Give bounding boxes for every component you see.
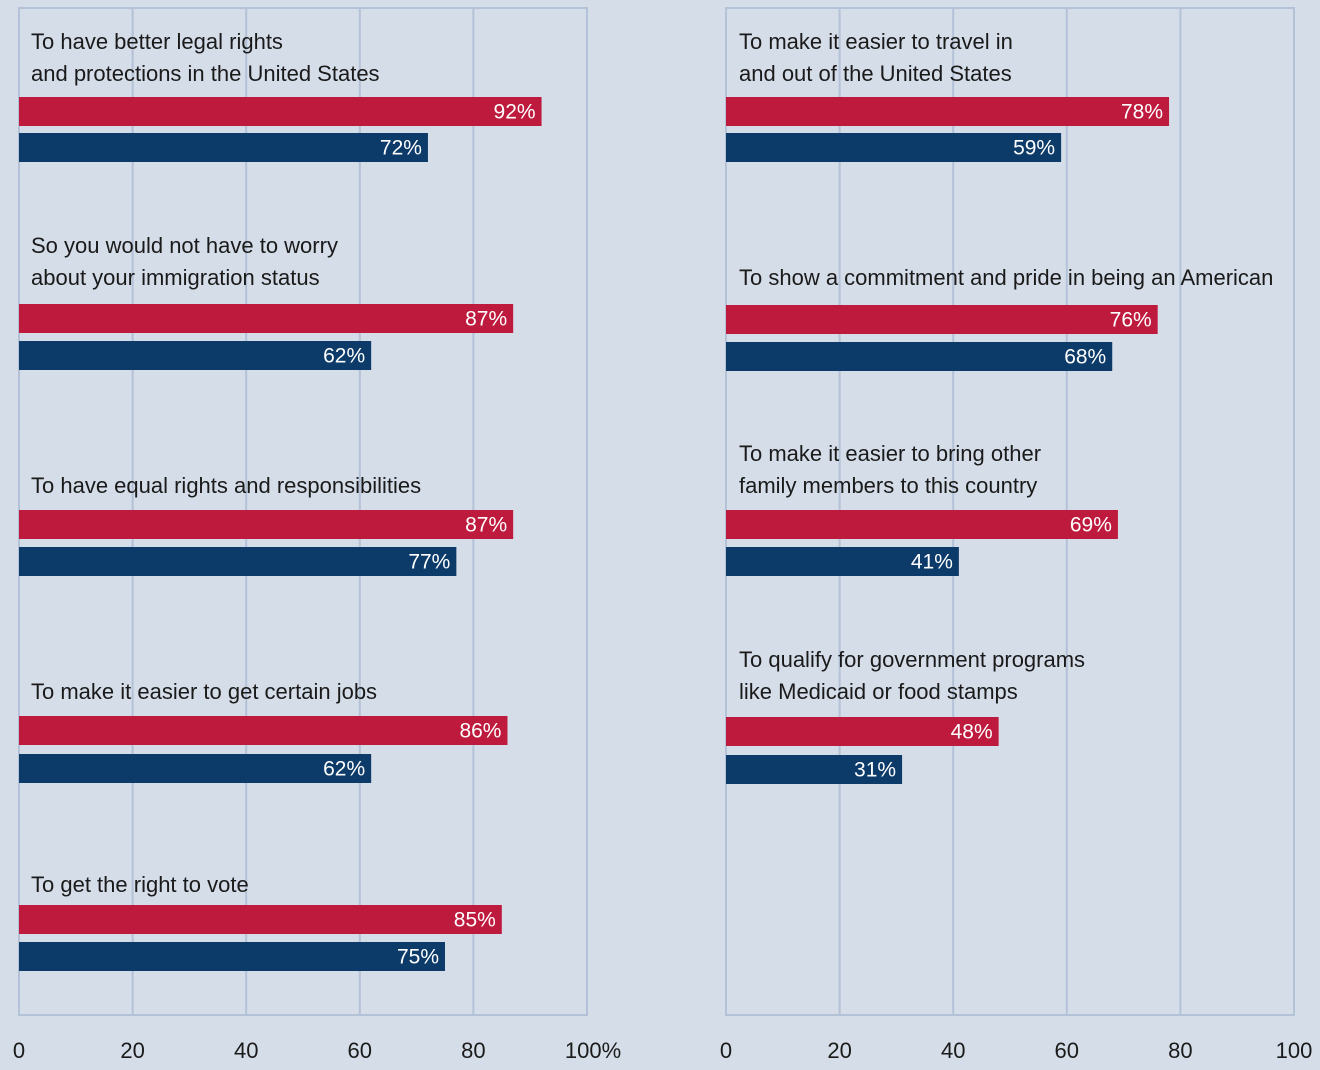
bar: [19, 942, 445, 971]
tick-label: 20: [120, 1038, 144, 1063]
tick-label: 80: [461, 1038, 485, 1063]
bar: [19, 133, 428, 162]
tick-label: 40: [941, 1038, 965, 1063]
data-label: 85%: [454, 909, 496, 932]
category-label: To make it easier to get certain jobs: [31, 679, 377, 704]
bar: [726, 547, 959, 576]
tick-label: 0: [13, 1038, 25, 1063]
data-label: 87%: [465, 308, 507, 331]
bar: [19, 97, 542, 126]
bar: [726, 97, 1170, 126]
bar: [19, 304, 514, 333]
data-label: 92%: [494, 101, 536, 124]
tick-label: 80: [1168, 1038, 1192, 1063]
bar: [19, 716, 508, 745]
bar: [726, 342, 1113, 371]
data-label: 75%: [397, 946, 439, 969]
category-label: and out of the United States: [739, 61, 1012, 86]
data-label: 86%: [459, 720, 501, 743]
data-label: 31%: [854, 759, 896, 782]
bar: [19, 341, 372, 370]
data-label: 77%: [408, 551, 450, 574]
tick-label: 60: [1055, 1038, 1079, 1063]
category-label: about your immigration status: [31, 265, 320, 290]
tick-label: 0: [720, 1038, 732, 1063]
category-label: To make it easier to bring other: [739, 441, 1041, 466]
bar: [19, 754, 372, 783]
data-label: 72%: [380, 137, 422, 160]
bar: [19, 547, 457, 576]
bar: [19, 510, 514, 539]
tick-label: 20: [827, 1038, 851, 1063]
bar: [19, 905, 502, 934]
tick-label: 60: [348, 1038, 372, 1063]
category-label: family members to this country: [739, 473, 1037, 498]
category-label: and protections in the United States: [31, 61, 380, 86]
data-label: 62%: [323, 758, 365, 781]
data-label: 59%: [1013, 137, 1055, 160]
data-label: 78%: [1121, 101, 1163, 124]
category-label: So you would not have to worry: [31, 233, 338, 258]
tick-label: 100%: [565, 1038, 621, 1063]
category-label: like Medicaid or food stamps: [739, 679, 1018, 704]
bar: [726, 305, 1158, 334]
data-label: 68%: [1064, 346, 1106, 369]
data-label: 76%: [1110, 309, 1152, 332]
data-label: 48%: [951, 721, 993, 744]
data-label: 62%: [323, 345, 365, 368]
category-label: To get the right to vote: [31, 872, 249, 897]
category-label: To make it easier to travel in: [739, 29, 1013, 54]
bar: [726, 755, 903, 784]
data-label: 87%: [465, 514, 507, 537]
data-label: 41%: [911, 551, 953, 574]
bar: [726, 717, 999, 746]
category-label: To have better legal rights: [31, 29, 283, 54]
bar: [726, 133, 1062, 162]
category-label: To qualify for government programs: [739, 647, 1085, 672]
tick-label: 100: [1276, 1038, 1313, 1063]
data-label: 69%: [1070, 514, 1112, 537]
category-label: To show a commitment and pride in being …: [739, 265, 1273, 290]
tick-label: 40: [234, 1038, 258, 1063]
category-label: To have equal rights and responsibilitie…: [31, 473, 421, 498]
bar: [726, 510, 1118, 539]
